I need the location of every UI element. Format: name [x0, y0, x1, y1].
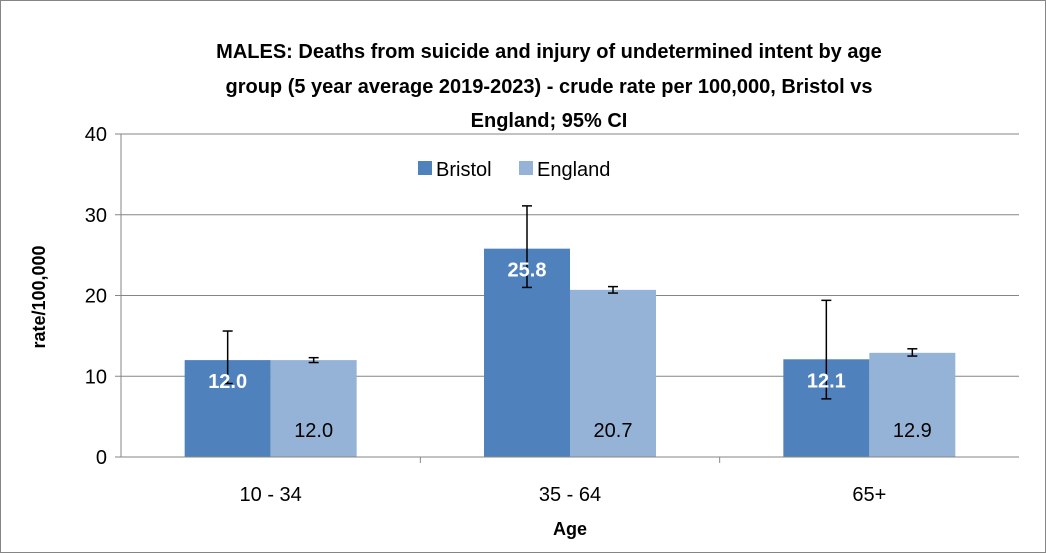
data-label-england: 12.0: [294, 420, 333, 442]
axes: 0 10 20 30 40 10 - 34 35 - 64 65+: [85, 124, 1019, 506]
y-axis-title: rate/100,000: [29, 245, 49, 348]
y-tick-label: 20: [85, 286, 107, 308]
data-label-bristol: 12.1: [807, 370, 846, 392]
data-label-england: 20.7: [594, 420, 633, 442]
data-label-bristol: 12.0: [208, 371, 247, 393]
x-category-label: 35 - 64: [539, 484, 601, 506]
legend-swatch-bristol: [418, 161, 432, 175]
y-tick-label: 10: [85, 366, 107, 388]
legend-label-bristol: Bristol: [436, 159, 492, 181]
data-labels: 12.0 12.0 25.8 20.7 12.1 12.9: [208, 260, 932, 442]
chart-title-line-1: MALES: Deaths from suicide and injury of…: [216, 41, 882, 63]
x-axis-title: Age: [553, 519, 587, 539]
error-bars: [222, 205, 918, 400]
chart-title-line-3: England; 95% CI: [471, 110, 628, 132]
y-tick-label: 0: [96, 447, 107, 469]
x-category-label: 65+: [852, 484, 886, 506]
chart-title: MALES: Deaths from suicide and injury of…: [216, 41, 882, 132]
bar-england: [270, 360, 357, 457]
legend: Bristol England: [418, 159, 610, 181]
y-tick-label: 40: [85, 124, 107, 146]
legend-label-england: England: [537, 159, 610, 181]
bar-england: [869, 352, 956, 457]
x-category-label: 10 - 34: [240, 484, 302, 506]
bar-england: [570, 289, 656, 457]
legend-swatch-england: [519, 161, 533, 175]
data-label-bristol: 25.8: [508, 260, 547, 282]
chart-title-line-2: group (5 year average 2019-2023) - crude…: [225, 76, 872, 98]
data-label-england: 12.9: [893, 420, 932, 442]
y-tick-label: 30: [85, 205, 107, 227]
